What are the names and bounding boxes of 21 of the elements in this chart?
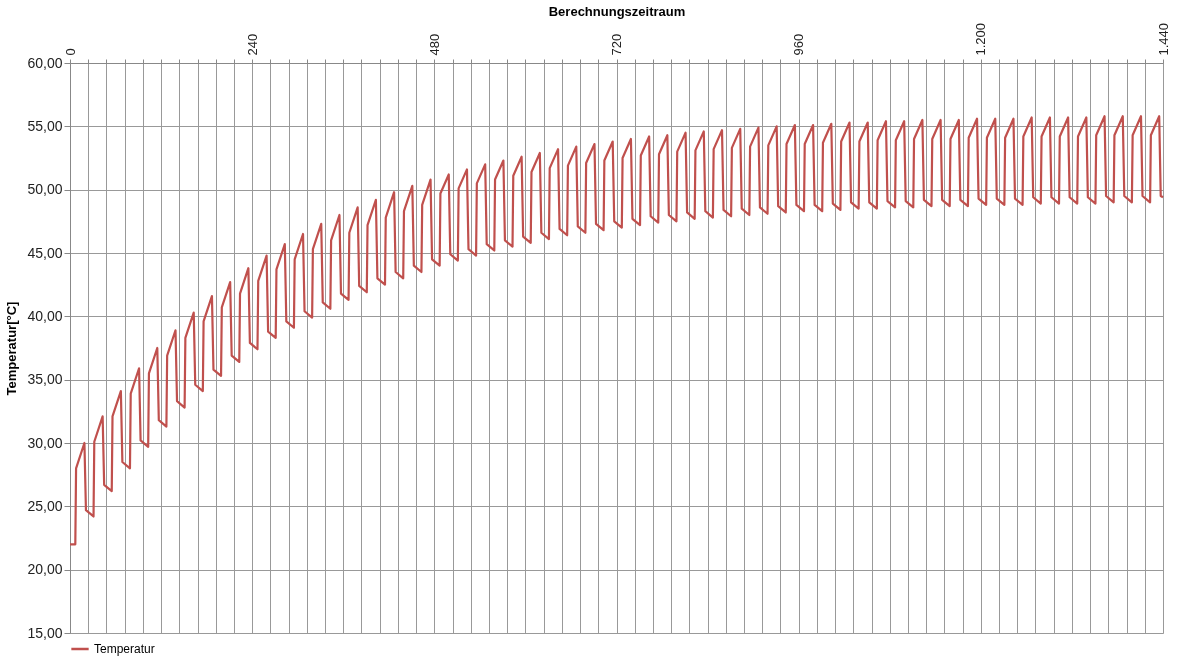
x-tick-label: 1.200 [973, 22, 989, 56]
y-tick-label: 45,00 [27, 244, 63, 261]
x-tick-label: 240 [244, 33, 260, 56]
y-tick-label: 50,00 [27, 181, 63, 198]
y-axis-title: Temperatur[°C] [4, 301, 20, 396]
x-axis-title: Berechnungszeitraum [548, 3, 686, 19]
y-tick-label: 20,00 [27, 561, 63, 578]
y-tick-label: 35,00 [27, 371, 63, 388]
y-tick-label: 40,00 [27, 307, 63, 324]
x-tick-label: 0 [62, 48, 78, 56]
x-tick-label: 1.440 [1155, 22, 1171, 56]
y-tick-label: 25,00 [27, 497, 63, 514]
x-tick-label: 480 [426, 33, 442, 56]
y-tick-label: 30,00 [27, 434, 63, 451]
y-tick-label: 60,00 [27, 54, 63, 71]
y-tick-label: 15,00 [27, 624, 63, 641]
x-tick-label: 720 [609, 33, 624, 56]
line-series [68, 115, 1165, 546]
x-tick-label: 960 [791, 33, 807, 56]
y-tick-label: 55,00 [27, 117, 63, 134]
legend-label: Temperatur [94, 642, 155, 656]
